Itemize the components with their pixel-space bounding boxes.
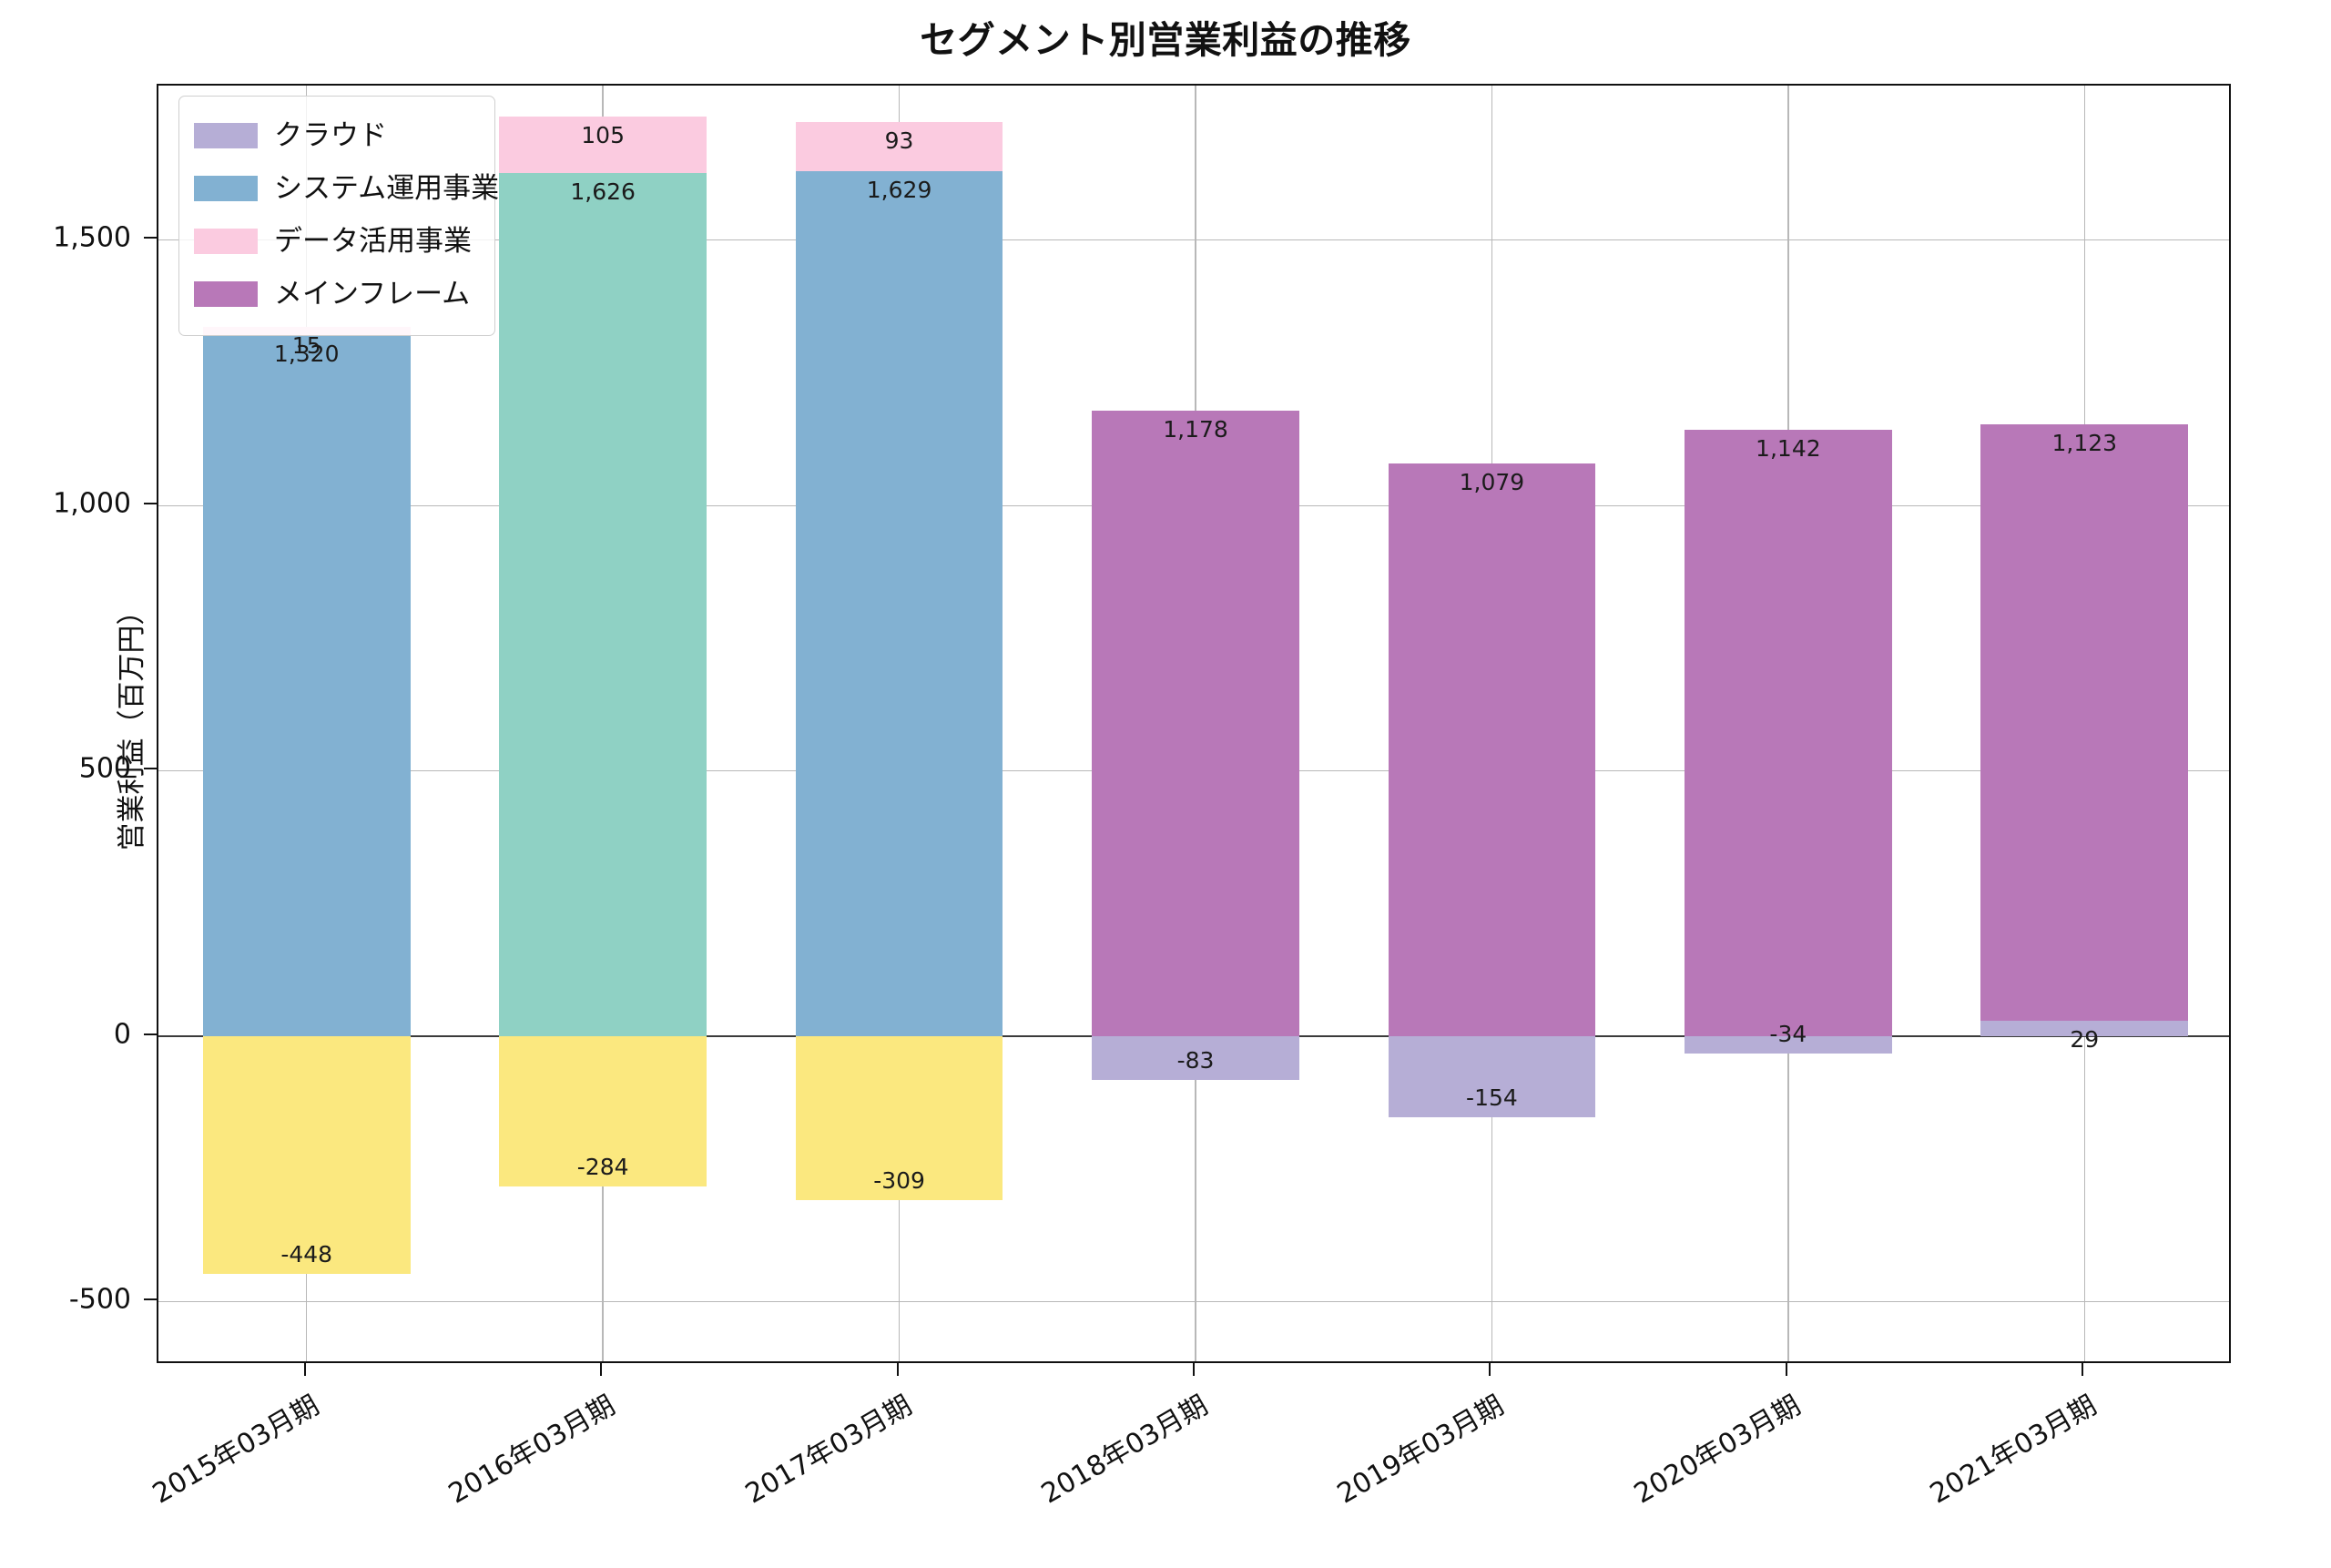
bar-segment[interactable] — [499, 117, 707, 173]
x-axis-tick-label: 2017年03月期 — [739, 1389, 918, 1511]
legend-swatch-icon — [194, 281, 258, 307]
bar-value-label: 1,079 — [1459, 468, 1525, 495]
bar-value-label: 1,320 — [273, 341, 340, 367]
y-axis-label: 営業利益（百万円） — [116, 596, 148, 850]
x-axis-tick-mark — [1193, 1363, 1195, 1376]
legend-item[interactable]: メインフレーム — [194, 268, 480, 321]
y-axis-label-holder: 営業利益（百万円） — [13, 84, 148, 1363]
legend-swatch-icon — [194, 229, 258, 254]
plot-area: 1,320 15 -448 1,626 105 -284 1,629 93 -309 1,178 -… — [157, 84, 2231, 1363]
bar-segment[interactable] — [202, 335, 411, 1036]
x-axis-tick-label: 2018年03月期 — [1035, 1389, 1214, 1511]
y-axis-tick-mark — [144, 768, 157, 770]
y-axis-tick-label: 1,500 — [53, 221, 131, 254]
x-axis-tick-label: 2020年03月期 — [1628, 1389, 1807, 1511]
bar-value-label: -34 — [1769, 1021, 1807, 1048]
bar-segment[interactable] — [795, 1035, 1003, 1200]
y-axis-tick-label: 0 — [113, 1018, 131, 1051]
bar-segment[interactable] — [499, 1035, 707, 1187]
bar-value-label: 1,142 — [1756, 434, 1821, 462]
x-axis-tick-mark — [600, 1363, 603, 1376]
legend-label: データ活用事業 — [274, 224, 472, 258]
bar-segment[interactable] — [1092, 1035, 1299, 1080]
bar-segment[interactable] — [1388, 463, 1596, 1036]
bar-value-label: 105 — [581, 122, 625, 149]
bar-segment[interactable] — [1684, 429, 1892, 1036]
bar-segment[interactable] — [1684, 1035, 1892, 1054]
legend-item[interactable]: データ活用事業 — [194, 215, 480, 268]
chart-legend[interactable]: クラウドシステム運用事業 データ活用事業 メインフレーム — [178, 96, 499, 336]
y-axis-tick-mark — [144, 1298, 157, 1301]
y-axis-tick-label: 500 — [78, 752, 131, 785]
x-axis-tick-mark — [896, 1363, 899, 1376]
bar-segment[interactable] — [499, 172, 707, 1036]
bar-segment[interactable] — [1092, 410, 1299, 1036]
gridline-horizontal — [158, 239, 2229, 241]
bar-segment[interactable] — [1388, 1035, 1596, 1118]
bar-value-label: -154 — [1466, 1084, 1518, 1112]
bar-value-label: -309 — [873, 1166, 925, 1194]
bar-value-label: -284 — [576, 1154, 629, 1181]
x-axis-tick-mark — [1785, 1363, 1787, 1376]
bar-value-label: 1,123 — [2051, 429, 2118, 456]
bar-value-label: 93 — [884, 127, 914, 154]
legend-swatch-icon — [194, 176, 258, 201]
x-axis-tick-label: 2021年03月期 — [1925, 1389, 2102, 1511]
x-axis-tick-label: 2016年03月期 — [443, 1389, 621, 1511]
bar-value-label: 1,178 — [1163, 415, 1228, 443]
legend-swatch-icon — [194, 123, 258, 148]
y-axis-tick-mark — [144, 237, 157, 239]
bar-segment[interactable] — [1980, 1020, 2189, 1036]
legend-item[interactable]: システム運用事業 — [194, 162, 499, 215]
legend-label: クラウド — [274, 118, 387, 152]
x-axis-tick-label: 2015年03月期 — [147, 1389, 325, 1511]
bar-value-label: -448 — [280, 1240, 333, 1268]
legend-label: メインフレーム — [274, 277, 471, 311]
y-axis-tick-label: -500 — [68, 1283, 131, 1316]
x-axis-tick-mark — [303, 1363, 306, 1376]
bar-value-label: 29 — [2070, 1025, 2100, 1053]
y-axis-tick-label: 1,000 — [53, 487, 131, 520]
x-axis-tick-mark — [1489, 1363, 1491, 1376]
gridline-horizontal — [158, 1301, 2229, 1303]
bar-value-label: 15 — [291, 332, 321, 360]
plot-clip: 1,320 15 -448 1,626 105 -284 1,629 93 -309 1,178 -… — [158, 86, 2229, 1361]
bar-segment[interactable] — [1980, 423, 2189, 1021]
bar-segment[interactable] — [795, 170, 1003, 1036]
chart-title: セグメント別営業利益の推移 — [920, 18, 1411, 62]
bar-value-label: -83 — [1176, 1046, 1215, 1074]
legend-item[interactable]: クラウド — [194, 109, 480, 162]
x-axis-tick-mark — [2082, 1363, 2084, 1376]
bar-value-label: 1,626 — [570, 178, 636, 205]
y-axis-tick-mark — [144, 1033, 157, 1035]
y-axis-tick-mark — [144, 502, 157, 504]
legend-label: システム運用事業 — [274, 171, 500, 205]
x-axis-tick-label: 2019年03月期 — [1332, 1389, 1510, 1511]
bar-segment[interactable] — [202, 1035, 411, 1274]
bar-segment[interactable] — [795, 121, 1003, 171]
bar-value-label: 1,629 — [866, 176, 932, 203]
